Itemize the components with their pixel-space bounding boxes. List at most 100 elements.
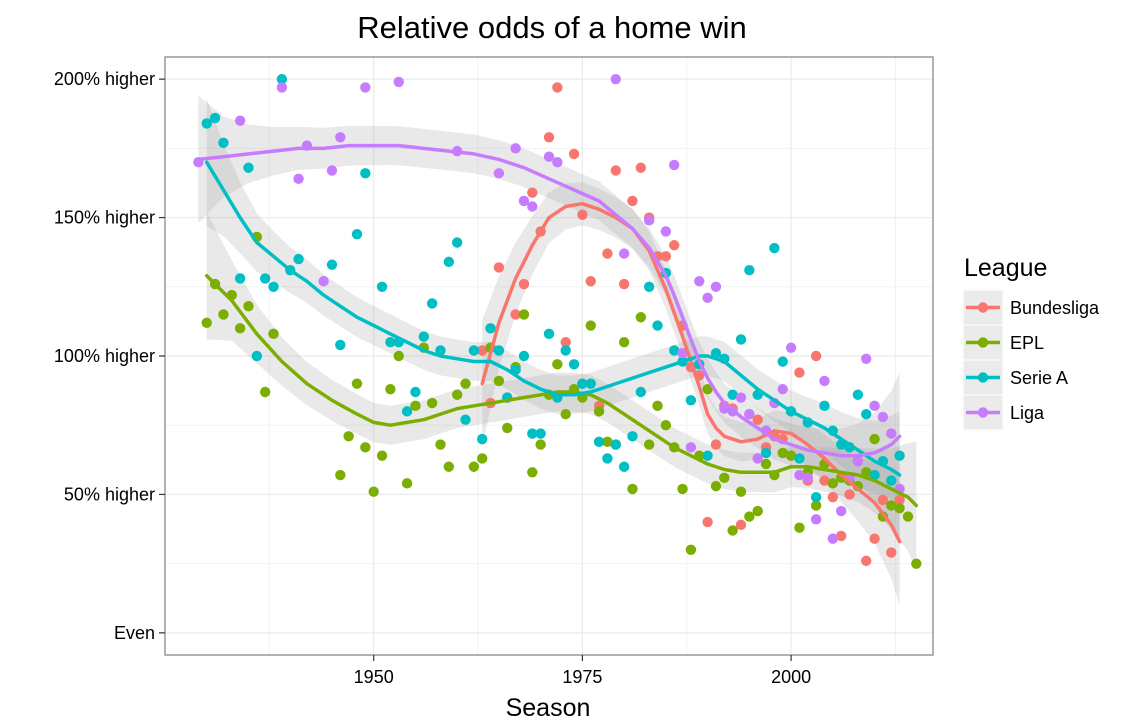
point-serie-a xyxy=(468,345,480,356)
point-liga xyxy=(877,411,889,423)
point-serie-a xyxy=(418,331,429,342)
point-liga xyxy=(861,353,872,364)
point-epl xyxy=(426,397,438,409)
point-epl xyxy=(894,503,905,514)
legend-title: League xyxy=(964,254,1047,282)
point-serie-a xyxy=(869,469,880,481)
point-epl xyxy=(810,500,822,511)
point-serie-a xyxy=(460,414,471,425)
point-serie-a xyxy=(710,348,722,359)
point-bundesliga xyxy=(510,309,521,320)
point-bundesliga xyxy=(577,209,588,221)
y-tick-label: 50% higher xyxy=(64,484,155,504)
y-tick-label: Even xyxy=(114,623,155,643)
point-serie-a xyxy=(351,228,363,240)
point-epl xyxy=(552,359,563,370)
point-liga xyxy=(318,276,329,287)
point-epl xyxy=(585,320,596,331)
point-liga xyxy=(835,505,847,517)
point-epl xyxy=(234,323,246,334)
point-epl xyxy=(401,478,413,489)
point-liga xyxy=(794,469,805,481)
point-serie-a xyxy=(485,323,496,334)
point-liga xyxy=(527,201,538,212)
point-bundesliga xyxy=(752,414,763,425)
point-epl xyxy=(677,483,688,495)
point-serie-a xyxy=(385,336,396,348)
point-bundesliga xyxy=(869,533,880,544)
point-liga xyxy=(685,442,697,453)
point-epl xyxy=(685,544,697,555)
point-epl xyxy=(861,467,872,478)
point-serie-a xyxy=(251,350,263,362)
legend-label-liga: Liga xyxy=(1010,403,1045,423)
point-bundesliga xyxy=(794,367,805,378)
point-epl xyxy=(735,486,747,497)
point-serie-a xyxy=(727,389,738,400)
point-serie-a xyxy=(744,264,755,276)
legend-point-liga xyxy=(977,407,989,418)
point-epl xyxy=(660,420,672,431)
point-epl xyxy=(460,378,471,389)
point-liga xyxy=(752,453,763,464)
point-serie-a xyxy=(618,461,630,472)
legend-label-bundesliga: Bundesliga xyxy=(1010,298,1100,318)
point-epl xyxy=(343,431,354,442)
point-liga xyxy=(510,143,521,154)
point-bundesliga xyxy=(568,148,580,160)
point-epl xyxy=(477,453,488,464)
point-serie-a xyxy=(209,112,221,124)
point-epl xyxy=(443,461,455,472)
point-bundesliga xyxy=(710,439,722,450)
point-liga xyxy=(852,456,864,467)
point-bundesliga xyxy=(477,345,488,356)
smooth-line-epl xyxy=(204,273,919,508)
point-epl xyxy=(794,522,805,533)
point-bundesliga xyxy=(527,187,538,198)
legend-label-serie-a: Serie A xyxy=(1010,368,1068,388)
point-serie-a xyxy=(335,339,346,351)
point-serie-a xyxy=(777,356,788,367)
point-epl xyxy=(886,500,897,511)
point-serie-a xyxy=(735,334,747,345)
point-liga xyxy=(276,82,288,93)
point-serie-a xyxy=(527,428,538,439)
point-epl xyxy=(468,461,480,472)
point-liga xyxy=(886,428,897,439)
legend: League Bundesliga EPL Serie A Liga xyxy=(962,254,1100,431)
point-liga xyxy=(393,76,404,88)
point-serie-a xyxy=(243,162,254,173)
point-serie-a xyxy=(451,237,463,248)
point-serie-a xyxy=(760,447,772,459)
point-bundesliga xyxy=(618,278,630,290)
point-epl xyxy=(827,478,839,489)
legend-point-bundesliga xyxy=(977,302,989,313)
point-bundesliga xyxy=(844,489,855,500)
point-serie-a xyxy=(360,168,371,179)
point-epl xyxy=(527,467,538,478)
point-liga xyxy=(552,157,563,168)
point-serie-a xyxy=(627,431,638,442)
point-epl xyxy=(727,525,738,536)
point-epl xyxy=(393,350,404,362)
point-serie-a xyxy=(810,491,822,503)
point-serie-a xyxy=(819,400,830,412)
point-serie-a xyxy=(293,253,304,265)
point-epl xyxy=(535,439,546,450)
point-epl xyxy=(710,480,722,492)
point-serie-a xyxy=(861,408,872,420)
point-serie-a xyxy=(602,453,613,464)
point-serie-a xyxy=(477,433,488,445)
point-epl xyxy=(602,436,613,448)
point-liga xyxy=(802,472,813,484)
point-epl xyxy=(410,400,421,412)
point-liga xyxy=(694,276,705,287)
point-epl xyxy=(760,458,772,470)
point-serie-a xyxy=(577,378,588,389)
point-liga xyxy=(643,215,655,226)
point-epl xyxy=(335,469,346,481)
point-epl xyxy=(502,422,513,434)
x-tick-label: 1975 xyxy=(562,667,602,687)
point-liga xyxy=(360,82,371,93)
point-bundesliga xyxy=(602,248,613,259)
